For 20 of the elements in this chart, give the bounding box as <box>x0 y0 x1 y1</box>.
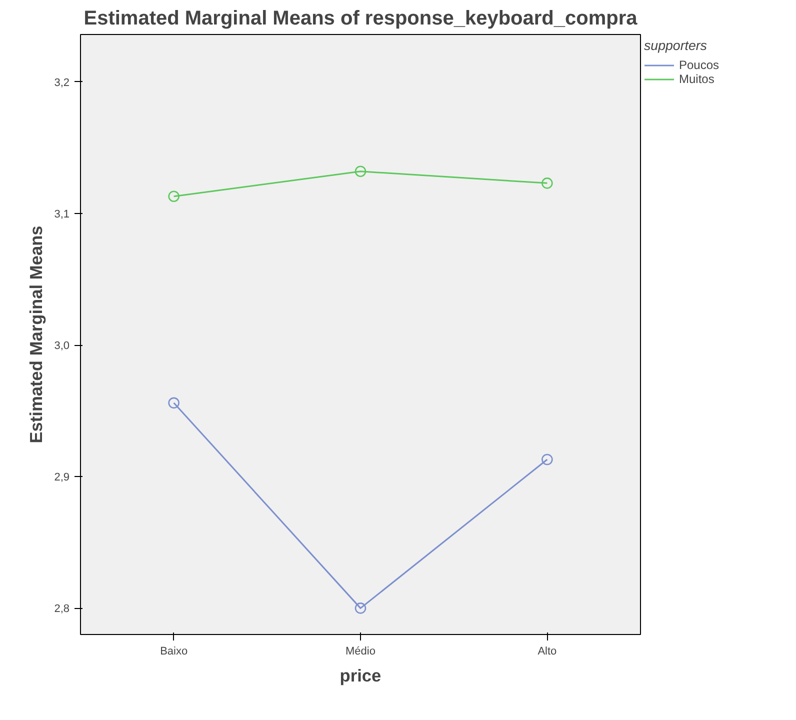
legend-label: Poucos <box>679 58 720 72</box>
x-tick-label: Médio <box>346 646 376 658</box>
point <box>354 166 366 177</box>
point <box>168 397 180 409</box>
y-tick-label: 2,8 <box>54 603 70 616</box>
point <box>542 454 553 466</box>
x-tick-label: Baixo <box>160 646 188 658</box>
chart-title: Estimated Marginal Means of response_keyboard_compra <box>84 8 638 30</box>
x-tick-label: Alto <box>538 646 557 658</box>
point <box>354 602 366 614</box>
y-tick-label: 3,2 <box>54 76 70 89</box>
legend-label: Muitos <box>679 72 714 86</box>
point <box>168 190 180 202</box>
point <box>542 178 553 189</box>
x-axis-title: price <box>340 666 382 686</box>
y-axis-title: Estimated Marginal Means <box>26 226 46 444</box>
y-tick-label: 2,9 <box>54 472 70 484</box>
legend-title: supporters <box>644 38 708 53</box>
y-tick-label: 3,0 <box>54 340 70 352</box>
y-tick-label: 3,1 <box>54 208 70 220</box>
